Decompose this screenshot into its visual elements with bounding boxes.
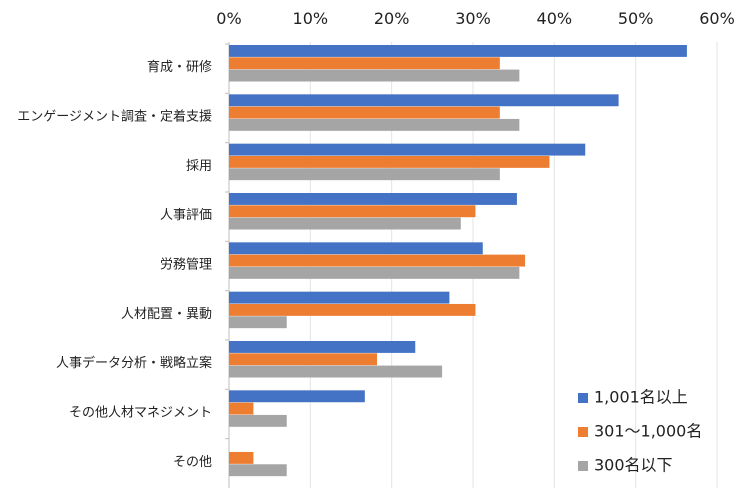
legend-label: 1,001名以上 xyxy=(594,388,688,407)
bar-2 xyxy=(229,106,500,119)
bar-3 xyxy=(229,217,461,230)
bar-2 xyxy=(229,353,378,366)
category-label: その他 xyxy=(173,455,212,470)
legend-label: 301～1,000名 xyxy=(594,422,702,441)
x-tick-label: 20% xyxy=(374,9,410,28)
legend-swatch xyxy=(578,427,588,437)
bar-2 xyxy=(229,155,550,168)
bar-3 xyxy=(229,266,520,279)
bar-3 xyxy=(229,316,287,329)
bar-1 xyxy=(229,291,450,304)
bar-1 xyxy=(229,94,619,107)
x-tick-label: 50% xyxy=(618,9,654,28)
legend-swatch xyxy=(578,461,588,471)
x-tick-label: 10% xyxy=(293,9,329,28)
category-label: 人事データ分析・戦略立案 xyxy=(56,355,212,371)
bar-1 xyxy=(229,45,687,57)
x-tick-label: 40% xyxy=(537,9,573,28)
bar-3 xyxy=(229,365,443,378)
bar-2 xyxy=(229,254,526,267)
bar-3 xyxy=(229,69,520,82)
bar-3 xyxy=(229,464,287,477)
category-label: 採用 xyxy=(186,159,212,174)
bar-2 xyxy=(229,303,476,316)
bar-1 xyxy=(229,390,365,403)
bar-3 xyxy=(229,118,520,131)
bar-2 xyxy=(229,205,476,218)
legend-swatch xyxy=(578,393,588,403)
category-label: 育成・研修 xyxy=(147,59,212,75)
bar-1 xyxy=(229,143,586,156)
x-tick-label: 60% xyxy=(699,9,735,28)
category-label: エンゲージメント調査・定着支援 xyxy=(17,109,212,125)
bar-1 xyxy=(229,193,517,205)
x-tick-label: 0% xyxy=(216,9,241,28)
category-label: その他人材マネジメント xyxy=(69,406,212,421)
bar-2 xyxy=(229,57,500,70)
category-label: 労務管理 xyxy=(160,258,212,273)
bar-3 xyxy=(229,168,500,181)
category-label: 人事評価 xyxy=(160,208,212,223)
legend-label: 300名以下 xyxy=(594,456,673,475)
x-tick-label: 30% xyxy=(455,9,491,28)
bar-1 xyxy=(229,341,416,353)
bar-2 xyxy=(229,451,254,464)
category-label: 人材配置・異動 xyxy=(121,307,212,322)
bar-1 xyxy=(229,242,483,255)
bar-2 xyxy=(229,402,254,415)
bar-3 xyxy=(229,414,287,427)
